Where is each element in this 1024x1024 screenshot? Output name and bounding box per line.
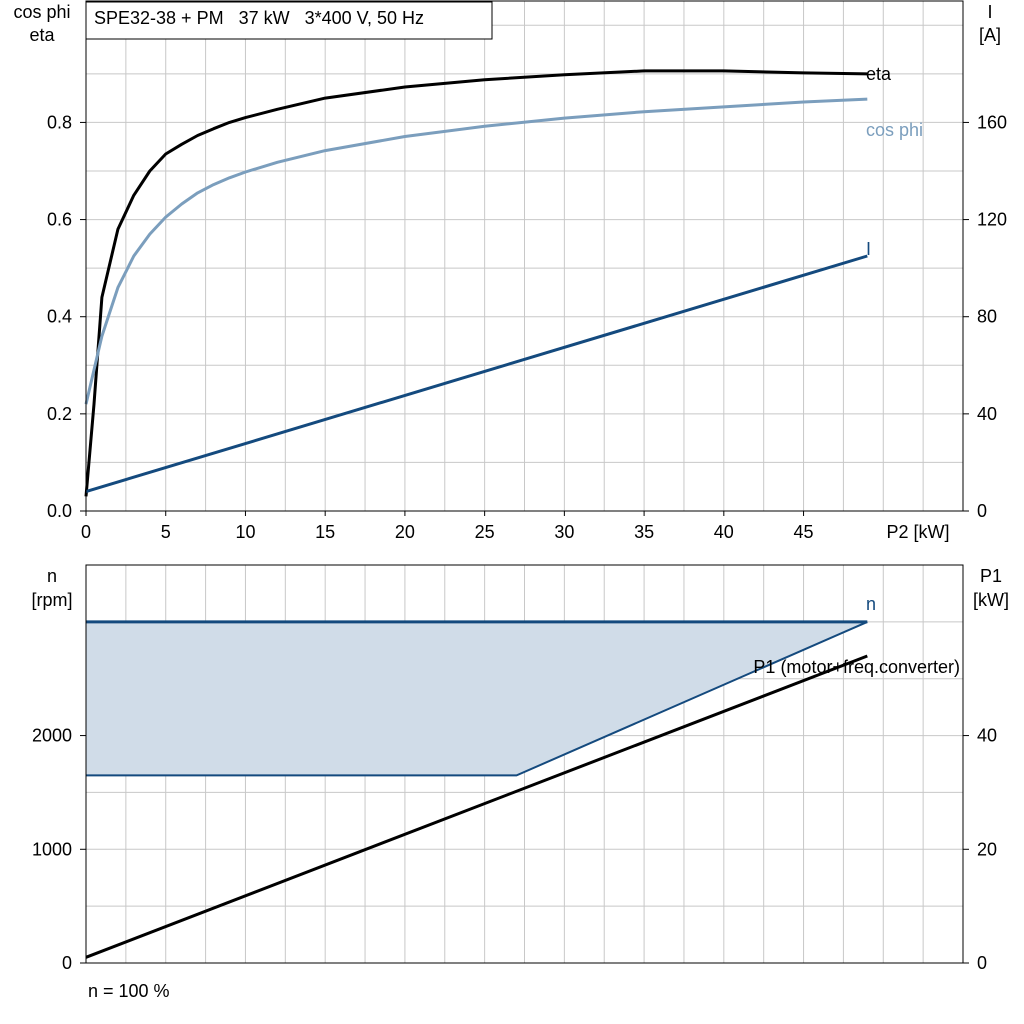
top-right-axis-label-line2: [A] [979, 25, 1001, 45]
top-left-tick-label: 0.6 [47, 210, 72, 230]
title-box: SPE32-38 + PM 37 kW 3*400 V, 50 Hz [85, 1, 493, 40]
top-x-axis-label: P2 [kW] [886, 522, 949, 542]
top-x-tick-label: 40 [714, 522, 734, 542]
bottom-left-axis-label-line1: n [47, 566, 57, 586]
bottom-left-tick-label: 0 [62, 953, 72, 973]
bottom-right-tick-label: 20 [977, 839, 997, 859]
top-series-group [84, 69, 868, 497]
bottom-plot-frame [85, 564, 964, 964]
series-label-cos-phi: cos phi [866, 120, 923, 140]
series-label-eta: eta [866, 64, 892, 84]
top-right-tick-label: 160 [977, 112, 1007, 132]
top-right-axis-label-line1: I [987, 2, 992, 22]
top-x-tick-label: 20 [395, 522, 415, 542]
top-right-tick-label: 120 [977, 210, 1007, 230]
current-curve [85, 254, 868, 494]
top-right-tick-label: 40 [977, 404, 997, 424]
bottom-left-axis-label-line2: [rpm] [31, 590, 72, 610]
top-ticks: 0.0 0.2 0.4 0.6 0.8 0 40 80 120 160 0 5 10 15 20 25 30 35… [47, 112, 1007, 542]
bottom-left-tick-label: 1000 [32, 839, 72, 859]
top-left-axis-label-line1: cos phi [13, 2, 70, 22]
top-right-tick-label: 0 [977, 501, 987, 521]
top-plot-frame [85, 0, 964, 512]
series-label-current: I [866, 239, 871, 259]
top-x-tick-label: 30 [554, 522, 574, 542]
eta-curve [84, 69, 868, 497]
power-input-curve [85, 654, 868, 959]
speed-min-curve [86, 620, 868, 777]
chart-title: SPE32-38 + PM 37 kW 3*400 V, 50 Hz [94, 8, 424, 28]
top-x-tick-label: 35 [634, 522, 654, 542]
top-x-tick-label: 10 [235, 522, 255, 542]
top-grid [86, 1, 963, 511]
bottom-right-tick-label: 40 [977, 726, 997, 746]
bottom-right-axis-label-line1: P1 [980, 566, 1002, 586]
bottom-chart: 0 1000 2000 0 20 40 n [rpm] P1 [kW] n P1 (mot… [31, 564, 1009, 1001]
top-right-tick-label: 80 [977, 307, 997, 327]
top-x-tick-label: 25 [475, 522, 495, 542]
speed-range-band [86, 621, 868, 776]
top-left-axis-label-line2: eta [29, 25, 55, 45]
series-label-speed: n [866, 594, 876, 614]
top-left-tick-label: 0.8 [47, 112, 72, 132]
speed-footnote: n = 100 % [88, 981, 170, 1001]
bottom-right-axis-label-line2: [kW] [973, 590, 1009, 610]
bottom-series-group [85, 620, 868, 959]
bottom-ticks: 0 1000 2000 0 20 40 [32, 726, 997, 973]
top-x-tick-label: 45 [794, 522, 814, 542]
cos-phi-curve [84, 97, 868, 405]
bottom-right-tick-label: 0 [977, 953, 987, 973]
top-left-tick-label: 0.0 [47, 501, 72, 521]
top-left-tick-label: 0.4 [47, 307, 72, 327]
top-chart: 0.0 0.2 0.4 0.6 0.8 0 40 80 120 160 0 5 10 15 20 25 30 35… [13, 0, 1007, 542]
top-x-tick-label: 5 [161, 522, 171, 542]
bottom-left-tick-label: 2000 [32, 726, 72, 746]
series-label-power-input: P1 (motor+freq.converter) [753, 657, 960, 677]
top-x-tick-label: 0 [81, 522, 91, 542]
top-x-tick-label: 15 [315, 522, 335, 542]
top-left-tick-label: 0.2 [47, 404, 72, 424]
